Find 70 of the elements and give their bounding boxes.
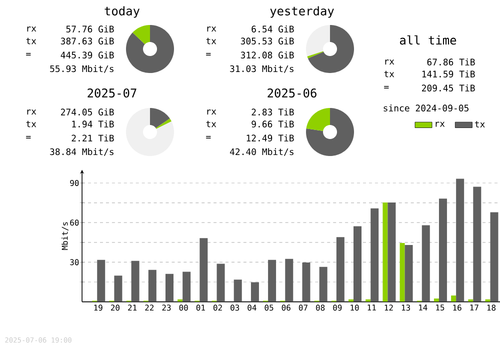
bar: [319, 266, 328, 302]
bar: [404, 245, 413, 302]
text: 55.93 Mbit/s: [50, 65, 114, 73]
bar: [388, 202, 396, 302]
bar: [285, 258, 294, 302]
text: rx: [207, 26, 216, 32]
text: 6.54 GiB: [252, 26, 294, 32]
text: 2.83 TiB: [252, 108, 294, 116]
bar: [200, 238, 208, 302]
text: =: [26, 52, 31, 56]
legend-label: tx: [474, 121, 485, 128]
bar: [354, 226, 362, 302]
bar: [268, 260, 276, 302]
bar: [114, 276, 122, 302]
text: 31.03 Mbit/s: [230, 65, 294, 73]
bar: [382, 202, 388, 302]
text: 312.08 GiB: [240, 52, 294, 58]
text: 305.53 GiB: [240, 38, 294, 44]
text: =: [26, 136, 31, 138]
text: 387.63 GiB: [60, 38, 114, 44]
text: 209.45 TiB: [422, 84, 475, 92]
text: tx: [26, 120, 36, 128]
bar: [370, 208, 379, 302]
text: 42.40 Mbit/s: [230, 148, 294, 156]
bar: [422, 225, 430, 302]
text: 12.49 TiB: [246, 134, 294, 142]
text: =: [206, 136, 211, 138]
bar: [302, 262, 310, 302]
bar: [336, 237, 344, 302]
text: 67.86 TiB: [427, 58, 475, 66]
text: rx: [385, 59, 394, 65]
text: tx: [384, 70, 394, 78]
text: rx: [27, 26, 36, 32]
text: 445.39 GiB: [60, 52, 114, 58]
text: all time: [400, 35, 456, 45]
bar: [438, 198, 447, 302]
text: rx: [27, 109, 36, 115]
bar: [490, 212, 498, 302]
chart-title: 2025-06: [268, 88, 316, 98]
bar: [182, 272, 191, 302]
bar: [400, 243, 405, 302]
text: 141.59 TiB: [422, 70, 475, 78]
text: tx: [206, 120, 216, 128]
text: 274.05 GiB: [60, 108, 114, 116]
bar: [456, 178, 464, 302]
text: tx: [206, 38, 216, 44]
text: 9.66 TiB: [252, 120, 294, 128]
bar: [97, 260, 106, 302]
text: 57.76 GiB: [66, 26, 114, 32]
bar: [234, 280, 242, 302]
text: tx: [26, 38, 36, 44]
bar: [473, 186, 482, 302]
text: =: [384, 86, 389, 88]
bar: [148, 270, 156, 302]
chart-title: today: [104, 6, 140, 18]
bar: [165, 274, 174, 302]
bar: [131, 260, 140, 302]
text: since 2024-09-05: [384, 104, 468, 112]
legend-label: rx: [436, 122, 445, 127]
text: =: [206, 52, 211, 56]
bar: [434, 298, 439, 302]
text: 1.94 TiB: [72, 120, 114, 128]
bar: [451, 295, 456, 302]
bar: [216, 264, 225, 302]
bar: [250, 282, 259, 302]
text: 38.84 Mbit/s: [50, 148, 114, 156]
text: rx: [207, 109, 216, 115]
chart-title: 2025-07: [88, 88, 136, 98]
text: 2.21 TiB: [72, 134, 114, 142]
chart-title: yesterday: [270, 6, 334, 18]
